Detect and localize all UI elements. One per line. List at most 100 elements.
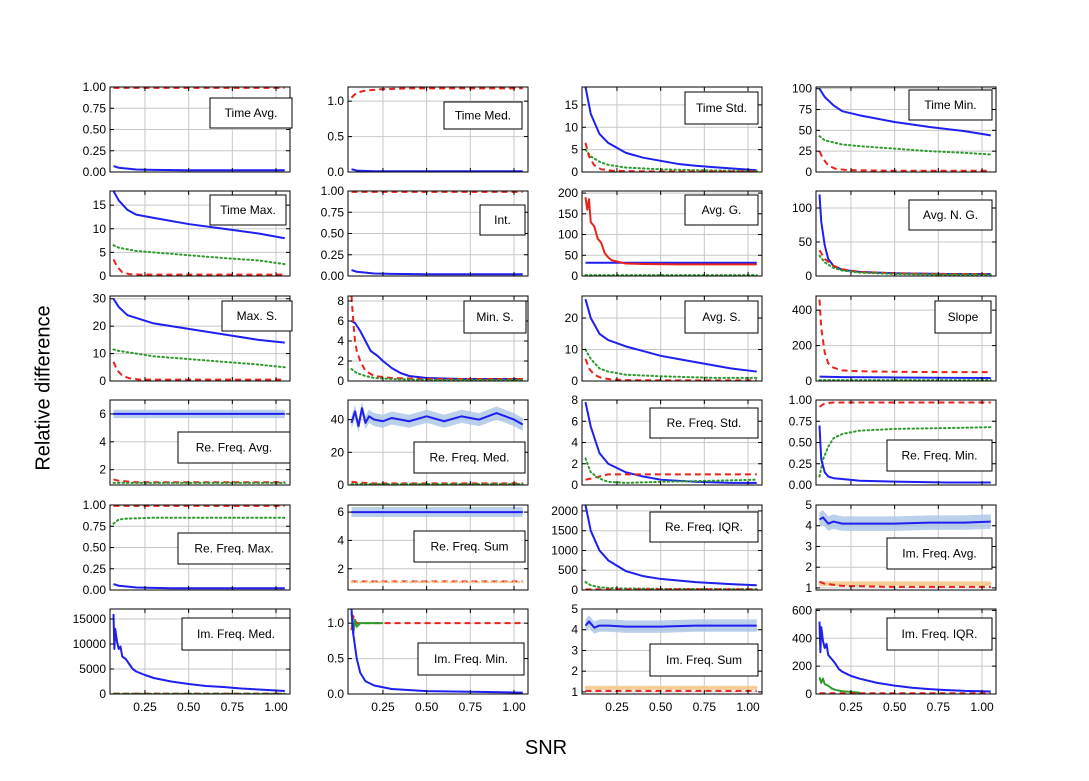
y-tick-label: 0 — [571, 165, 578, 179]
y-tick-label: 4 — [99, 435, 106, 449]
subplot-14: 0 20 40 Re. Freq. Med. — [331, 399, 529, 492]
y-tick-label: 50 — [799, 235, 813, 249]
subplot-frame — [581, 190, 763, 277]
y-tick-label: 5 — [99, 245, 106, 259]
subplot-title: Re. Freq. Min. — [901, 449, 977, 463]
y-tick-label: 100 — [792, 201, 812, 215]
y-tick-label: 0 — [99, 687, 106, 701]
y-tick-label: 0.00 — [321, 269, 345, 283]
x-tick-label: 0.50 — [415, 700, 439, 714]
series-line-blue — [350, 407, 524, 428]
y-tick-label: 100 — [792, 82, 812, 96]
subplot-frame — [581, 608, 763, 695]
series-line-green — [818, 676, 860, 694]
subplot-frame — [347, 86, 529, 173]
series-line-blue — [112, 191, 285, 240]
subplot-frame — [815, 295, 997, 382]
subplot-22: 0.0 0.5 1.0 0.25 0.50 0.75 1.00 Im. Freq. Min. — [327, 608, 529, 714]
y-tick-label: 3 — [571, 643, 578, 657]
series-line-green — [112, 348, 286, 369]
series-line-green — [112, 244, 286, 266]
subplot-title: Re. Freq. Max. — [194, 542, 273, 556]
y-tick-label: 0.0 — [327, 165, 344, 179]
subplot-10: 0 2 4 6 8 Min. S. — [337, 294, 529, 388]
y-tick-label: 0.25 — [321, 248, 345, 262]
subplot-title-box — [209, 194, 287, 226]
subplot-frame — [347, 399, 529, 486]
series-line-blue — [351, 269, 523, 276]
y-tick-label: 0 — [571, 374, 578, 388]
x-tick-label: 1.00 — [502, 700, 526, 714]
y-tick-label: 4 — [337, 334, 344, 348]
subplot-title-box — [209, 97, 293, 129]
series-line-green — [818, 135, 992, 156]
subplot-1: 0.00 0.25 0.50 0.75 1.00 Time Avg. — [83, 80, 293, 179]
subplot-21: 0 5000 10000 15000 0.25 0.50 0.75 1.00 Im. Freq.… — [73, 608, 291, 714]
y-tick-label: 1.0 — [327, 94, 344, 108]
x-tick-label: 1.00 — [736, 700, 760, 714]
x-tick-label: 0.75 — [459, 700, 483, 714]
series-line-green — [584, 457, 758, 484]
y-tick-label: 50 — [565, 248, 579, 262]
subplot-title-box — [181, 617, 291, 651]
y-tick-label: 8 — [337, 294, 344, 308]
y-tick-label: 0.75 — [83, 519, 107, 533]
y-tick-label: 10 — [565, 120, 579, 134]
y-tick-label: 2 — [337, 354, 344, 368]
series-line-red — [350, 87, 523, 99]
series-line-blue — [818, 425, 991, 484]
y-tick-label: 4 — [805, 519, 812, 533]
subplot-frame — [815, 190, 997, 277]
y-tick-label: 20 — [331, 445, 345, 459]
y-tick-label: 0 — [99, 269, 106, 283]
y-tick-label: 2 — [571, 664, 578, 678]
subplot-title: Time Avg. — [225, 106, 278, 120]
y-tick-label: 2 — [571, 457, 578, 471]
series-line-red — [113, 478, 285, 484]
subplot-frame — [347, 295, 529, 382]
x-tick-label: 0.25 — [605, 700, 629, 714]
subplot-title: Avg. N. G. — [923, 208, 978, 222]
series-line-blue — [112, 613, 285, 692]
y-tick-label: 1500 — [551, 524, 578, 538]
subplot-title-box — [177, 532, 291, 565]
series-line-red — [585, 473, 757, 481]
y-tick-label: 5 — [571, 602, 578, 616]
subplot-8: 0 50 100 Avg. N. G. — [792, 190, 997, 283]
x-tick-label: 1.00 — [264, 700, 288, 714]
y-tick-label: 0 — [805, 269, 812, 283]
y-tick-label: 15000 — [73, 612, 107, 626]
subplot-frame — [347, 608, 529, 695]
subplot-20: 1 2 3 4 5 Im. Freq. Avg. — [805, 498, 997, 595]
y-tick-label: 1000 — [551, 543, 578, 557]
y-tick-label: 1.0 — [327, 616, 344, 630]
series-line-blue — [584, 298, 757, 373]
series-line-green — [112, 516, 286, 525]
y-tick-label: 50 — [799, 123, 813, 137]
subplot-title-box — [463, 300, 527, 334]
x-tick-label: 1.00 — [970, 700, 994, 714]
subplot-title: Time Max. — [220, 203, 276, 217]
y-tick-label: 6 — [337, 314, 344, 328]
subplot-title-box — [886, 617, 993, 651]
series-line-red — [584, 197, 757, 266]
y-tick-label: 200 — [792, 659, 812, 673]
series-line-blue — [112, 298, 285, 344]
y-tick-label: 0.25 — [789, 457, 813, 471]
series-line-red — [818, 249, 991, 275]
subplot-title-box — [177, 431, 291, 464]
subplot-6: 0.00 0.25 0.50 0.75 1.00 Int. — [321, 184, 529, 283]
subplot-title-box — [649, 511, 759, 543]
y-tick-label: 600 — [792, 603, 812, 617]
y-tick-label: 15 — [93, 198, 107, 212]
subplot-title-box — [417, 642, 525, 676]
subplot-frame — [581, 295, 763, 382]
subplot-title-box — [908, 89, 993, 121]
y-tick-label: 4 — [571, 436, 578, 450]
y-tick-label: 4 — [571, 623, 578, 637]
series-line-red — [819, 580, 991, 588]
series-line-red — [112, 259, 285, 276]
subplot-24: 0 200 400 600 0.25 0.50 0.75 1.00 Im. Freq. IQR. — [792, 603, 997, 714]
y-tick-label: 0.50 — [83, 123, 107, 137]
y-tick-label: 0 — [337, 374, 344, 388]
